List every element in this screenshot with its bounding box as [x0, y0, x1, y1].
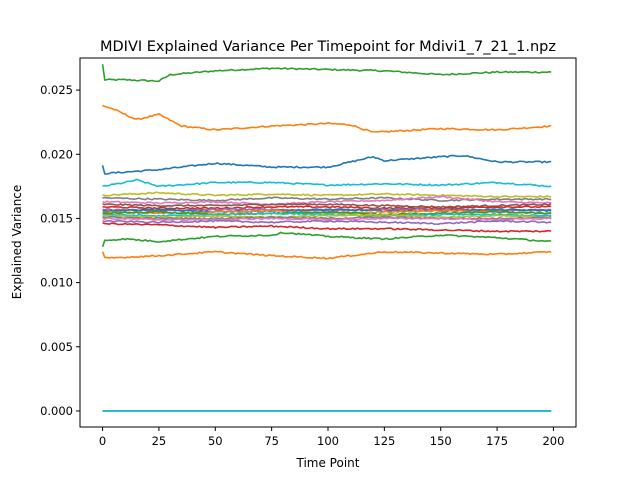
x-tick-label: 75 [264, 434, 279, 448]
series-line-14 [102, 212, 552, 218]
y-tick-label: 0.005 [40, 340, 73, 354]
series-line-15 [102, 213, 552, 219]
y-tick-label: 0.000 [40, 404, 73, 418]
plot-area [101, 64, 552, 412]
series-line-17 [102, 216, 552, 222]
x-tick-label: 25 [152, 434, 167, 448]
series-line-16 [102, 215, 552, 220]
series-line-4 [102, 178, 552, 188]
series-line-18 [102, 219, 552, 225]
series-line-21 [101, 250, 552, 260]
y-axis-label: Explained Variance [10, 185, 24, 300]
series-line-13 [102, 210, 552, 216]
series-line-19 [102, 222, 552, 233]
x-tick-label: 0 [99, 434, 106, 448]
x-axis-label: Time Point [296, 456, 360, 470]
y-tick-label: 0.020 [40, 147, 73, 161]
y-tick-label: 0.015 [40, 211, 73, 225]
series-line-8 [102, 202, 552, 209]
series-line-7 [102, 195, 552, 206]
x-tick-label: 50 [208, 434, 223, 448]
x-tick-label: 150 [430, 434, 452, 448]
series-line-5 [102, 191, 552, 199]
series-line-20 [101, 231, 552, 248]
axes-frame [79, 57, 577, 428]
series-line-11 [102, 208, 552, 214]
x-tick-label: 125 [373, 434, 395, 448]
x-axis: 0 25 50 75 100 125 150 175 200 [99, 427, 564, 448]
y-axis: 0.000 0.005 0.010 0.015 0.020 0.025 [40, 83, 80, 418]
series-line-1 [101, 64, 552, 83]
y-tick-label: 0.025 [40, 83, 73, 97]
series-line-9 [102, 205, 552, 210]
x-tick-label: 175 [486, 434, 508, 448]
series-line-3 [101, 154, 552, 175]
x-tick-label: 100 [317, 434, 339, 448]
chart-title: MDIVI Explained Variance Per Timepoint f… [100, 39, 556, 55]
x-tick-label: 200 [542, 434, 564, 448]
series-line-2 [102, 104, 552, 133]
y-tick-label: 0.010 [40, 276, 73, 290]
